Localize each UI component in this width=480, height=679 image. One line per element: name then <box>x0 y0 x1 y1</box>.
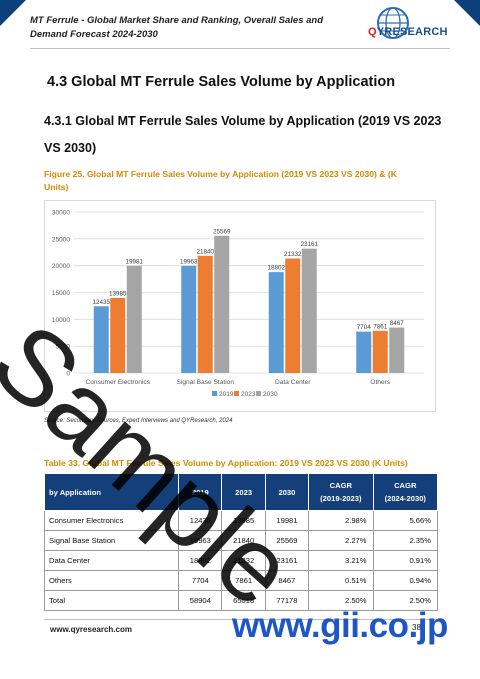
header-divider <box>30 48 450 49</box>
sales-volume-table: by Application 2019 2023 2030 CAGR (2019… <box>43 473 439 611</box>
header-title-line-2: Demand Forecast 2024-2030 <box>30 29 158 40</box>
bar <box>301 248 317 373</box>
bar <box>93 306 109 373</box>
y-tick-label: 15000 <box>52 290 70 297</box>
header-application: by Application <box>43 473 180 511</box>
data-label: 18802 <box>267 265 285 272</box>
footer-url: www.qyresearch.com <box>50 625 132 634</box>
header-cagr-period-1: (2019-2023) <box>320 494 362 503</box>
cell-application: Others <box>43 570 180 591</box>
header-cagr-2019-2023: CAGR (2019-2023) <box>308 473 374 511</box>
y-tick-label: 5000 <box>56 344 71 351</box>
logo-letters-rest: YRESEARCH <box>376 26 448 38</box>
data-label: 19981 <box>125 258 143 265</box>
bar <box>356 331 372 373</box>
bar <box>214 235 230 373</box>
subsection-heading: 4.3.1 Global MT Ferrule Sales Volume by … <box>44 108 444 162</box>
header-cagr-label-1: CAGR <box>329 481 352 490</box>
data-label: 21332 <box>284 251 302 258</box>
header-cagr-period-2: (2024-2030) <box>384 494 426 503</box>
figure-source: Source: Secondary Sources, Expert Interv… <box>44 418 233 424</box>
data-label: 12435 <box>92 299 110 306</box>
data-label: 23161 <box>300 241 318 248</box>
y-tick-label: 0 <box>66 371 70 378</box>
corner-decoration-left <box>0 0 26 26</box>
header-title-line-1: MT Ferrule - Global Market Share and Ran… <box>30 15 324 26</box>
legend-swatch <box>234 391 239 396</box>
legend-label: 2030 <box>263 391 278 398</box>
data-label: 8467 <box>390 320 405 327</box>
subsection-heading-line-1: 4.3.1 Global MT Ferrule Sales Volume by … <box>44 114 442 128</box>
section-heading: 4.3 Global MT Ferrule Sales Volume by Ap… <box>47 74 396 90</box>
legend-swatch <box>212 391 217 396</box>
table-row: Signal Base Station 19963 21840 25569 2.… <box>43 530 439 551</box>
bar <box>389 327 405 373</box>
chart-canvas: 0 5000 10000 15000 20000 25000 30000 12435 13985… <box>44 200 436 412</box>
cell-cagr-1: 2.98% <box>308 510 374 531</box>
data-label: 7704 <box>357 324 372 331</box>
table-caption: Table 33. Global MT Ferrule Sales Volume… <box>44 458 408 468</box>
figure-caption: Figure 25. Global MT Ferrule Sales Volum… <box>44 168 444 194</box>
header-2019: 2019 <box>178 473 223 511</box>
gii-watermark: www.gii.co.jp <box>232 606 448 645</box>
sales-volume-chart: 0 5000 10000 15000 20000 25000 30000 12435 13985… <box>44 200 436 412</box>
cell-2030: 77178 <box>264 590 310 611</box>
table-row-total: Total 58904 65018 77178 2.50% 2.50% <box>43 590 439 611</box>
cell-application: Total <box>43 590 180 611</box>
bar <box>372 330 388 373</box>
y-tick-label: 20000 <box>52 263 70 270</box>
cell-cagr-2: 5.66% <box>372 510 439 531</box>
cell-cagr-2: 0.94% <box>372 570 439 591</box>
y-tick-label: 30000 <box>52 210 70 217</box>
cell-cagr-1: 2.27% <box>308 530 374 551</box>
legend-label: 2019 <box>219 391 234 398</box>
cell-cagr-1: 3.21% <box>308 550 374 571</box>
y-tick-label: 10000 <box>52 317 70 324</box>
globe-icon <box>377 7 409 39</box>
page-number: 38 <box>412 623 421 632</box>
data-label: 19963 <box>180 258 198 265</box>
bar <box>126 265 142 373</box>
data-label: 25569 <box>213 228 231 235</box>
cell-2023: 65018 <box>221 590 266 611</box>
legend-swatch <box>256 391 261 396</box>
bar <box>181 265 197 373</box>
figure-caption-line-1: Figure 25. Global MT Ferrule Sales Volum… <box>44 169 397 179</box>
logo-wordmark: QYRESEARCH <box>368 26 448 38</box>
data-label: 7861 <box>373 323 388 330</box>
cell-cagr-2: 0.91% <box>372 550 439 571</box>
x-tick-label: Consumer Electronics <box>86 379 151 386</box>
y-tick-label: 25000 <box>52 236 70 243</box>
header-cagr-label-2: CAGR <box>394 481 417 490</box>
x-tick-label: Others <box>370 379 390 386</box>
table-row: Data Center 18802 21332 23161 3.21% 0.91… <box>43 550 439 571</box>
chart-frame <box>44 200 436 412</box>
corner-decoration-right <box>454 0 480 26</box>
bar <box>197 255 213 373</box>
footer-divider <box>44 619 438 620</box>
cell-cagr-2: 2.35% <box>372 530 439 551</box>
header-2030: 2030 <box>264 473 310 511</box>
cell-cagr-2: 2.50% <box>372 590 439 611</box>
legend-label: 2023 <box>241 391 256 398</box>
bar <box>110 297 126 373</box>
data-label: 21840 <box>196 248 214 255</box>
logo-letter-q: Q <box>368 26 377 38</box>
header-2023: 2023 <box>221 473 266 511</box>
cell-cagr-1: 0.51% <box>308 570 374 591</box>
qyresearch-logo: QYRESEARCH <box>368 6 460 48</box>
x-tick-label: Data Center <box>275 379 311 386</box>
table-header-row: by Application 2019 2023 2030 CAGR (2019… <box>43 473 439 511</box>
data-label: 13985 <box>109 290 127 297</box>
x-tick-label: Signal Base Station <box>176 379 234 386</box>
bar <box>285 258 301 373</box>
header-cagr-2024-2030: CAGR (2024-2030) <box>372 473 439 511</box>
report-header-title: MT Ferrule - Global Market Share and Ran… <box>30 14 330 42</box>
subsection-heading-line-2: VS 2030) <box>44 141 97 155</box>
bar <box>268 272 284 373</box>
figure-caption-line-2: Units) <box>44 182 69 192</box>
